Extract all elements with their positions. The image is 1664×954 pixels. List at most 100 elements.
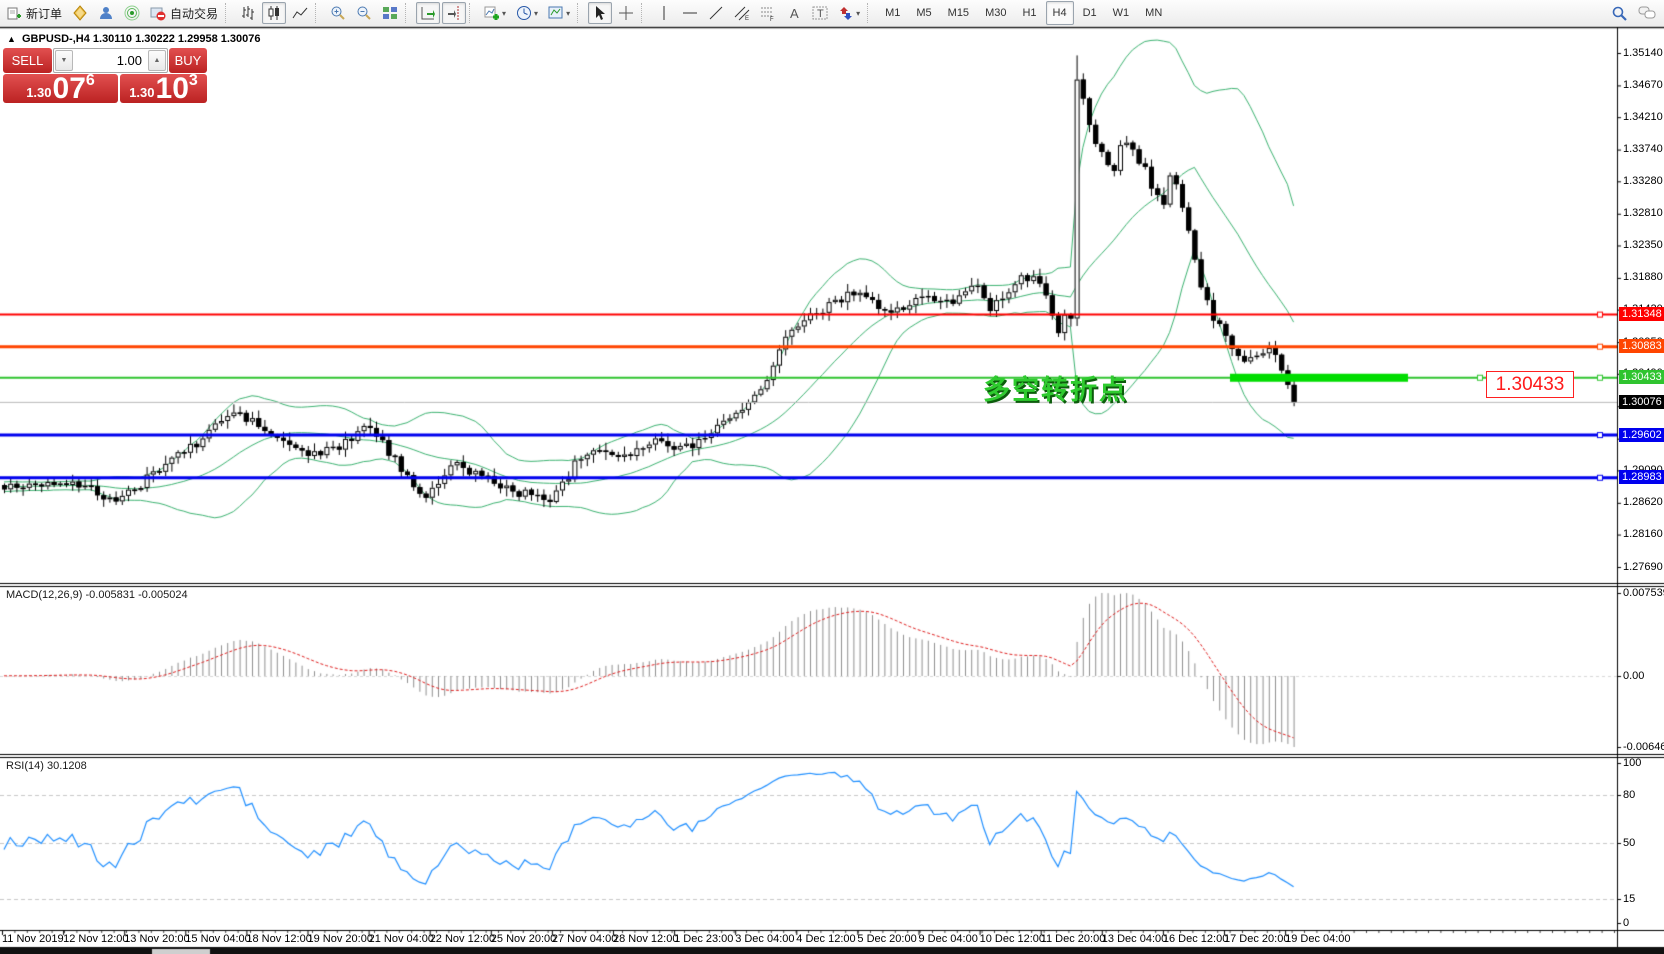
market-watch-button[interactable] — [68, 2, 92, 24]
templates-button[interactable]: ▾ — [544, 2, 574, 24]
svg-text:F: F — [770, 17, 774, 21]
sell-price-big: 07 — [52, 72, 86, 105]
indicators-button[interactable]: ▾ — [480, 2, 510, 24]
buy-price-big: 10 — [155, 72, 189, 105]
toolbar-separator — [469, 3, 477, 23]
text-label-button[interactable]: T — [808, 2, 832, 24]
new-order-icon — [7, 7, 21, 19]
buy-price-sup: 3 — [188, 72, 198, 89]
periods-button[interactable]: ▾ — [512, 2, 542, 24]
sell-price-small: 1.30 — [26, 85, 52, 100]
crosshair-button[interactable] — [614, 2, 638, 24]
buy-button[interactable]: BUY — [169, 48, 207, 73]
text-label-icon: T — [812, 6, 828, 20]
chat-icon — [1638, 6, 1656, 19]
line-chart-icon — [292, 7, 308, 19]
bar-chart-button[interactable] — [236, 2, 260, 24]
autotrading-button[interactable]: 自动交易 — [146, 2, 222, 24]
channel-button[interactable]: E — [730, 2, 754, 24]
timeframe-button-M5[interactable]: M5 — [916, 7, 932, 19]
autotrading-label: 自动交易 — [170, 6, 219, 21]
volume-box: ▼ 1.00 ▲ — [53, 48, 168, 73]
chart-shift-button[interactable] — [442, 2, 467, 24]
tile-windows-icon — [383, 7, 398, 19]
timeframe-button-MN[interactable]: MN — [1145, 7, 1163, 19]
sell-button[interactable]: SELL — [3, 48, 52, 73]
text-button[interactable]: A — [782, 2, 806, 24]
sell-price[interactable]: 1.30 07 6 — [3, 72, 118, 105]
timeframe-button-M30[interactable]: M30 — [985, 7, 1007, 19]
trendline-icon — [709, 6, 723, 20]
volume-input[interactable]: 1.00 — [116, 53, 142, 68]
signals-icon — [124, 5, 140, 21]
indicators-icon — [484, 6, 500, 20]
timeframe-button-M15[interactable]: M15 — [947, 7, 970, 19]
vertical-line-icon — [663, 6, 665, 20]
horizontal-line-button[interactable] — [678, 2, 702, 24]
timeframe-button-W1[interactable]: W1 — [1112, 7, 1130, 19]
buy-price-small: 1.30 — [129, 85, 155, 100]
auto-scroll-icon — [421, 7, 436, 20]
dropdown-arrow-icon: ▾ — [502, 8, 507, 18]
dropdown-arrow-icon: ▾ — [856, 8, 861, 18]
cursor-button[interactable] — [588, 2, 613, 24]
zoom-in-button[interactable] — [326, 2, 350, 24]
timeframe-button-M1[interactable]: M1 — [885, 7, 901, 19]
zoom-out-button[interactable] — [352, 2, 376, 24]
line-chart-button[interactable] — [288, 2, 312, 24]
toolbar-separator — [641, 3, 649, 23]
arrows-icon — [840, 7, 853, 20]
signals-button[interactable] — [120, 2, 144, 24]
zoom-out-icon — [357, 6, 371, 20]
zoom-in-icon — [331, 6, 345, 20]
chat-button[interactable] — [1634, 2, 1661, 24]
text-icon: A — [790, 6, 799, 21]
dropdown-arrow-icon: ▾ — [534, 8, 539, 18]
new-order-button[interactable]: 新订单 — [3, 2, 66, 24]
arrows-button[interactable]: ▾ — [834, 2, 864, 24]
svg-text:A: A — [790, 6, 799, 21]
buy-price[interactable]: 1.30 10 3 — [120, 72, 207, 105]
trendline-button[interactable] — [704, 2, 728, 24]
candlestick-chart-button[interactable] — [262, 2, 287, 24]
periods-icon — [517, 6, 532, 20]
sell-price-sup: 6 — [85, 72, 95, 89]
candlestick-chart-icon — [268, 6, 280, 20]
search-icon — [1612, 6, 1627, 21]
volume-decrease-button[interactable]: ▼ — [55, 50, 73, 71]
svg-text:E: E — [745, 16, 749, 21]
search-button[interactable] — [1607, 2, 1632, 24]
community-icon — [100, 7, 113, 19]
timeframe-button-D1[interactable]: D1 — [1082, 7, 1097, 19]
fibonacci-icon: F — [761, 7, 774, 21]
dropdown-arrow-icon: ▾ — [566, 8, 571, 18]
toolbar-separator — [405, 3, 413, 23]
autotrading-icon — [150, 7, 166, 21]
timeframe-button-H1[interactable]: H1 — [1022, 7, 1037, 19]
toolbar-separator — [225, 3, 233, 23]
toolbar: 新订单 自动交易 — [0, 0, 1664, 27]
new-order-label: 新订单 — [26, 6, 63, 21]
timeframe-button-H4[interactable]: H4 — [1045, 1, 1074, 25]
vertical-line-button[interactable] — [652, 2, 676, 24]
templates-icon — [548, 6, 563, 19]
market-watch-icon — [73, 5, 87, 21]
toolbar-separator — [577, 3, 585, 23]
cursor-icon — [596, 6, 606, 20]
tile-windows-button[interactable] — [378, 2, 402, 24]
chart-shift-icon — [448, 6, 459, 20]
one-click-trading-panel: SELL ▼ 1.00 ▲ BUY 1.30 07 6 1.30 10 3 — [3, 48, 207, 105]
timeframe-bar: M1 M5 M15 M30 H1 H4 D1 W1 MN — [877, 1, 1170, 25]
toolbar-separator — [867, 3, 875, 23]
community-button[interactable] — [94, 2, 118, 24]
bar-chart-icon — [242, 6, 255, 20]
fibonacci-button[interactable]: F — [756, 2, 780, 24]
crosshair-icon — [619, 6, 634, 20]
horizontal-line-icon — [683, 12, 698, 14]
auto-scroll-button[interactable] — [416, 2, 441, 24]
volume-increase-button[interactable]: ▲ — [148, 50, 166, 71]
channel-icon: E — [734, 6, 750, 21]
svg-text:T: T — [817, 8, 824, 20]
